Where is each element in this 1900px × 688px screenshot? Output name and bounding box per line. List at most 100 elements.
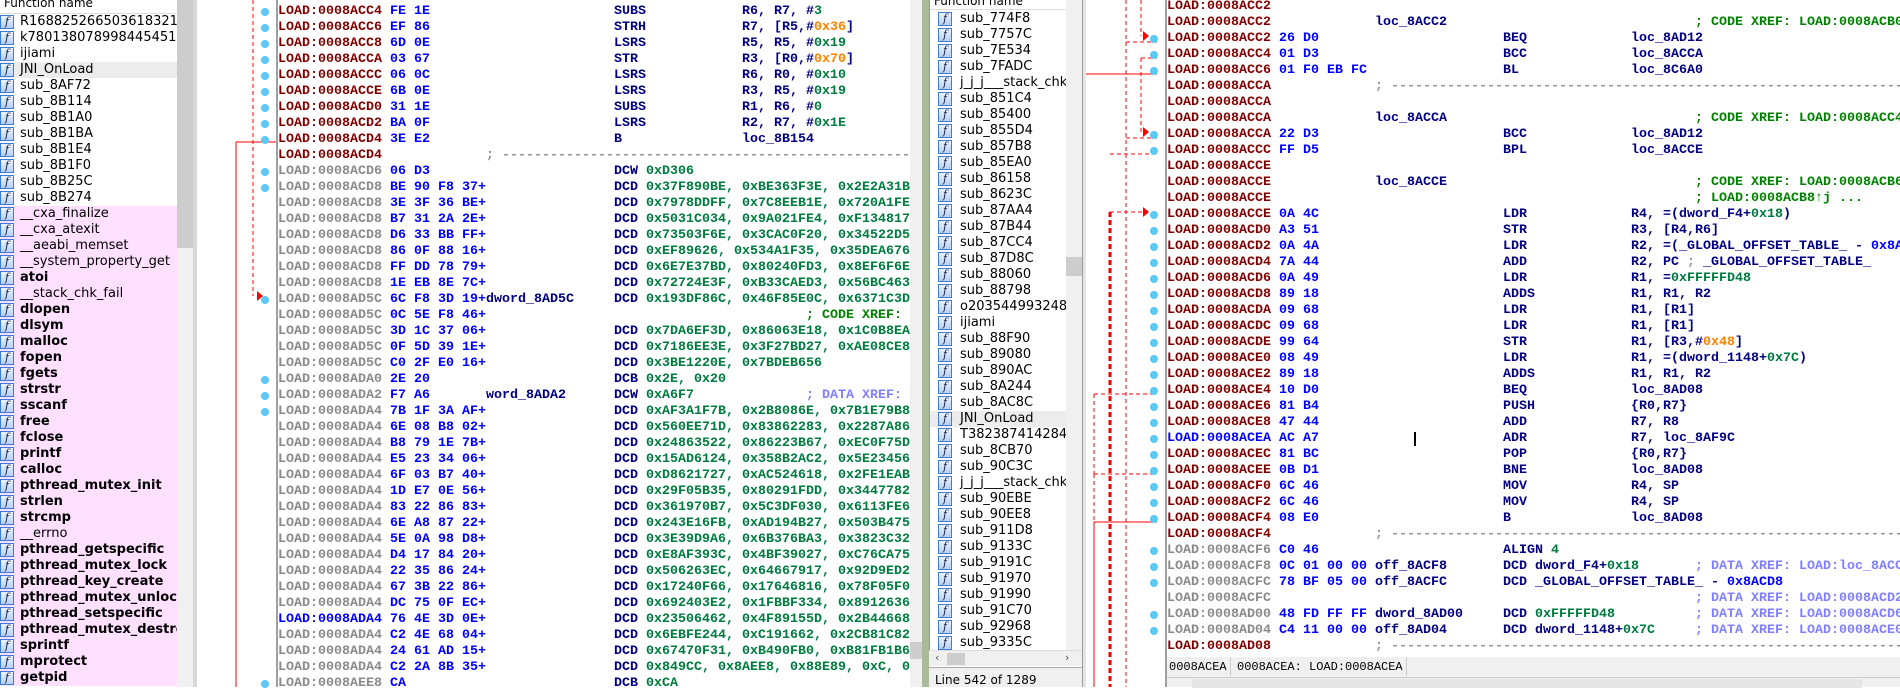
function-list-item[interactable]: f sub_8AF72 [0, 78, 177, 94]
function-list-item[interactable]: f sub_87B44 [930, 219, 1066, 235]
function-list-item[interactable]: f sub_7757C [930, 27, 1066, 43]
function-list-item[interactable]: f sub_857B8 [930, 139, 1066, 155]
function-list-item[interactable]: f j_j_j___stack_chk_fai [930, 475, 1066, 491]
disasm-line[interactable]: LOAD:0008ADA4 6E 08 B8 02+ DCD 0x560EE71D, … [278, 420, 910, 436]
scroll-right-arrow[interactable]: › [1065, 651, 1070, 664]
disasm-line[interactable]: LOAD:0008ACD4 7A 44 ADD R2, PC ; _GLOBAL_OF… [1167, 255, 1900, 271]
disasm-line[interactable]: LOAD:0008ACFC 78 BF 05 00 off_8ACFC DCD _GLO… [1167, 575, 1900, 591]
function-list-item[interactable]: f pthread_mutex_lock [0, 558, 177, 574]
function-list-item[interactable]: f sub_90C3C [930, 459, 1066, 475]
disasm-line[interactable]: LOAD:0008ADA4 7B 1F 3A AF+ DCD 0xAF3A1F7B, … [278, 404, 910, 420]
function-list-item[interactable]: f fclose [0, 430, 177, 446]
scrollbar-thumb[interactable] [1192, 679, 1862, 688]
function-list-item[interactable]: f atoi [0, 270, 177, 286]
breakpoint-dot[interactable] [1150, 611, 1158, 619]
disasm-line[interactable]: LOAD:0008ACC8 6D 0E LSRS R5, R5, #0x19 [278, 36, 910, 52]
breakpoint-dot[interactable] [261, 296, 269, 304]
right-disasm-hscrollbar[interactable] [1167, 677, 1900, 688]
breakpoint-dot[interactable] [261, 104, 269, 112]
disasm-line[interactable]: LOAD:0008ACC6 01 F0 EB FC BL loc_8C6A0 [1167, 63, 1900, 79]
disasm-line[interactable]: LOAD:0008ACEE 0B D1 BNE loc_8AD08 [1167, 463, 1900, 479]
breakpoint-dot[interactable] [1150, 211, 1158, 219]
breakpoint-dot[interactable] [261, 8, 269, 16]
disasm-line[interactable]: LOAD:0008ACC4 01 D3 BCC loc_8ACCA [1167, 47, 1900, 63]
function-list-item[interactable]: f sub_8B25C [0, 174, 177, 190]
disasm-line[interactable]: LOAD:0008ACCE ; LOAD:0008ACB8↑j ... [1167, 191, 1900, 207]
function-list-item[interactable]: f getpid [0, 670, 177, 686]
disasm-line[interactable]: LOAD:0008ADA4 1D E7 0E 56+ DCD 0x29F05B35, … [278, 484, 910, 500]
breakpoint-dot[interactable] [1150, 323, 1158, 331]
breakpoint-dot[interactable] [1150, 563, 1158, 571]
breakpoint-dot[interactable] [1150, 51, 1158, 59]
left-functions-scrollbar[interactable] [177, 0, 193, 687]
breakpoint-dot[interactable] [1150, 499, 1158, 507]
function-list-item[interactable]: f sub_88798 [930, 283, 1066, 299]
disasm-line[interactable]: LOAD:0008ACC4 FE 1E SUBS R6, R7, #3 [278, 4, 910, 20]
disasm-line[interactable]: LOAD:0008ACD4 ; -------------------------… [278, 148, 910, 164]
function-list-item[interactable]: f sub_851C4 [930, 91, 1066, 107]
disasm-line[interactable]: LOAD:0008ACD8 3E 3F 36 BE+ DCD 0x7978DDFF, … [278, 196, 910, 212]
mid-functions-hscrollbar[interactable]: ‹ › [929, 650, 1082, 666]
disasm-line[interactable]: LOAD:0008ACCE loc_8ACCE ; CODE XREF: LOAD:… [1167, 175, 1900, 191]
disasm-line[interactable]: LOAD:0008ACD8 1E EB 8E 7C+ DCD 0x72724E3F, … [278, 276, 910, 292]
disasm-line[interactable]: LOAD:0008ACCE [1167, 159, 1900, 175]
function-list-item[interactable]: f T38238741428452 [930, 427, 1066, 443]
disasm-line[interactable]: LOAD:0008ACD8 B7 31 2A 2E+ DCD 0x5031C034, … [278, 212, 910, 228]
function-list-item[interactable]: f printf [0, 446, 177, 462]
breakpoint-dot[interactable] [1150, 291, 1158, 299]
function-list-item[interactable]: f sub_91C70 [930, 603, 1066, 619]
disasm-line[interactable]: LOAD:0008ACD6 0A 49 LDR R1, =0xFFFFFD48 [1167, 271, 1900, 287]
function-list-item[interactable]: f sub_855D4 [930, 123, 1066, 139]
disasm-line[interactable]: LOAD:0008ACC2 [1167, 0, 1900, 15]
function-list-item[interactable]: f sub_90EBE [930, 491, 1066, 507]
function-list-item[interactable]: f __cxa_finalize [0, 206, 177, 222]
disasm-line[interactable]: LOAD:0008ADA4 22 35 86 24+ DCD 0x506263EC, … [278, 564, 910, 580]
disasm-line[interactable]: LOAD:0008ADA4 24 61 AD 15+ DCD 0x67470F31, … [278, 644, 910, 660]
breakpoint-dot[interactable] [1150, 227, 1158, 235]
function-list-item[interactable]: f sub_89080 [930, 347, 1066, 363]
breakpoint-dot[interactable] [1150, 275, 1158, 283]
disasm-line[interactable]: LOAD:0008ACE4 10 D0 BEQ loc_8AD08 [1167, 383, 1900, 399]
mid-functions-scrollbar[interactable] [1066, 0, 1082, 650]
function-list-item[interactable]: f sprintf [0, 638, 177, 654]
disasm-line[interactable]: LOAD:0008ACC2 loc_8ACC2 ; CODE XREF: LOAD:… [1167, 15, 1900, 31]
disasm-line[interactable]: LOAD:0008ACD0 A3 51 STR R3, [R4,R6] [1167, 223, 1900, 239]
breakpoint-dot[interactable] [1150, 67, 1158, 75]
function-list-item[interactable]: f sub_88F90 [930, 331, 1066, 347]
disasm-line[interactable]: LOAD:0008ACEC 81 BC POP {R0,R7} [1167, 447, 1900, 463]
splitter[interactable] [193, 0, 197, 687]
breakpoint-dot[interactable] [261, 40, 269, 48]
function-list-item[interactable]: f sub_85EA0 [930, 155, 1066, 171]
breakpoint-dot[interactable] [1150, 243, 1158, 251]
breakpoint-dot[interactable] [1150, 259, 1158, 267]
function-list-item[interactable]: f __aeabi_memset [0, 238, 177, 254]
disasm-line[interactable]: LOAD:0008ACD8 FF DD 78 79+ DCD 0x6E7E37BD, … [278, 260, 910, 276]
disasm-line[interactable]: LOAD:0008ADA4 83 22 86 83+ DCD 0x361970B7, … [278, 500, 910, 516]
disasm-line[interactable]: LOAD:0008AD04 C4 11 00 00 off_8AD04 DCD dwor… [1167, 623, 1900, 639]
disasm-line[interactable]: LOAD:0008ADA4 6E A8 87 22+ DCD 0x243E16FB, … [278, 516, 910, 532]
disasm-line[interactable]: LOAD:0008ADA0 2E 20 DCB 0x2E, 0x20 [278, 372, 910, 388]
disasm-line[interactable]: LOAD:0008ACDA 09 68 LDR R1, [R1] [1167, 303, 1900, 319]
function-list-item[interactable]: f sub_85400 [930, 107, 1066, 123]
column-header-function-name[interactable]: Function name [930, 0, 1066, 10]
disasm-line[interactable]: LOAD:0008ACCA 22 D3 BCC loc_8AD12 [1167, 127, 1900, 143]
function-list-item[interactable]: f pthread_getspecific [0, 542, 177, 558]
scrollbar-thumb[interactable] [1066, 257, 1082, 276]
splitter[interactable] [922, 0, 929, 687]
function-list-item[interactable]: f dlopen [0, 302, 177, 318]
breakpoint-dot[interactable] [1150, 515, 1158, 523]
function-list-item[interactable]: f sub_91990 [930, 587, 1066, 603]
disasm-line[interactable]: LOAD:0008ACF8 0C 01 00 00 off_8ACF8 DCD dwor… [1167, 559, 1900, 575]
disasm-line[interactable]: LOAD:0008ACF0 6C 46 MOV R4, SP [1167, 479, 1900, 495]
disasm-line[interactable]: LOAD:0008ACE0 08 49 LDR R1, =(dword_1148+0x… [1167, 351, 1900, 367]
disasm-line[interactable]: LOAD:0008ACCA 03 67 STR R3, [R0,#0x70] [278, 52, 910, 68]
function-list-item[interactable]: f JNI_OnLoad [0, 62, 177, 78]
scrollbar-thumb[interactable] [947, 653, 965, 665]
function-list-item[interactable]: f ijiami [930, 315, 1066, 331]
breakpoint-dot[interactable] [1150, 483, 1158, 491]
function-list-item[interactable]: f sub_8A244 [930, 379, 1066, 395]
disasm-line[interactable]: LOAD:0008ACF6 C0 46 ALIGN 4 [1167, 543, 1900, 559]
function-list-item[interactable]: f sub_7FADC [930, 59, 1066, 75]
function-list-item[interactable]: f sub_8B274 [0, 190, 177, 206]
disasm-line[interactable]: LOAD:0008AD5C 6C F8 3D 19+ dword_8AD5C DCD 0… [278, 292, 910, 308]
